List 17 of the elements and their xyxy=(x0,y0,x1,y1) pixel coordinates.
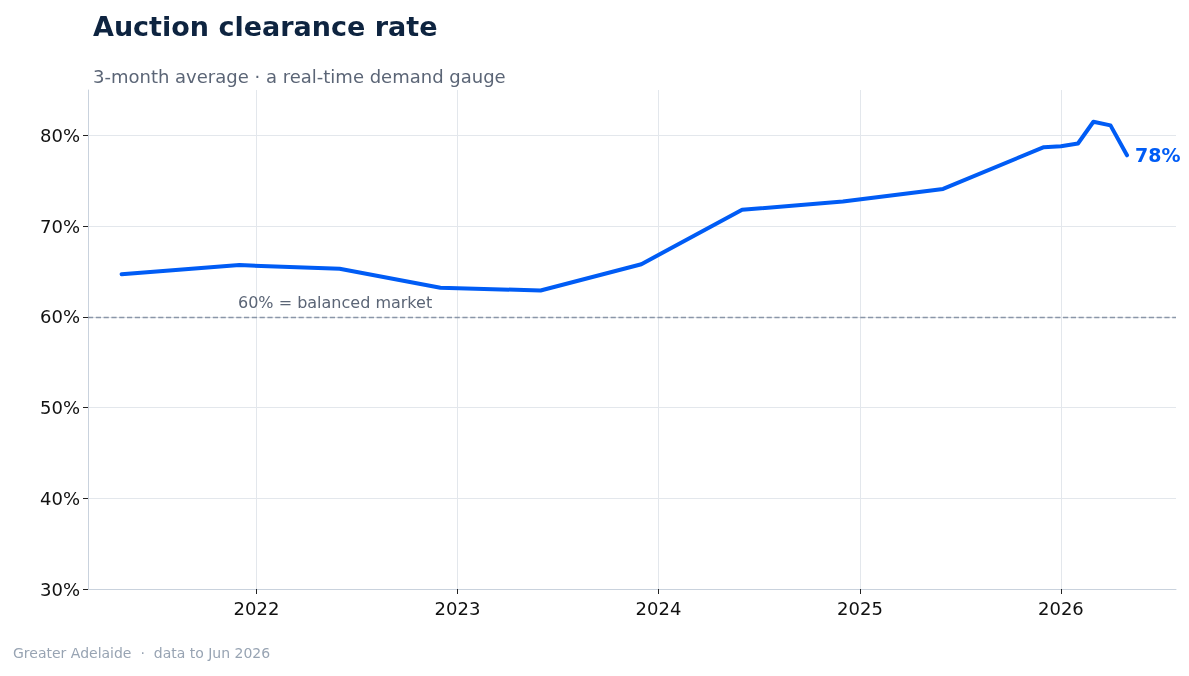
y-tick-label: 30% xyxy=(39,578,80,600)
y-tick-label: 60% xyxy=(39,306,80,328)
x-tick-label: 2025 xyxy=(837,597,883,619)
x-tick-label: 2024 xyxy=(635,597,682,619)
x-tick-label: 2023 xyxy=(434,597,481,619)
y-tick-label: 80% xyxy=(39,124,80,146)
chart-subtitle: 3-month average · a real-time demand gauge xyxy=(93,65,506,87)
ref-line-label: 60% = balanced market xyxy=(238,293,433,313)
line-series xyxy=(119,119,1129,293)
chart-title: Auction clearance rate xyxy=(93,11,438,42)
text: Greater Adelaide · data to Jun 2026 xyxy=(13,645,271,661)
annotation: 78% xyxy=(1135,143,1181,166)
y-tick-label: 70% xyxy=(39,215,80,237)
x-tick-label: 2026 xyxy=(1038,597,1084,619)
x-tick-label: 2022 xyxy=(233,597,280,619)
y-tick-label: 50% xyxy=(39,397,80,419)
y-tick-label: 40% xyxy=(39,487,80,509)
